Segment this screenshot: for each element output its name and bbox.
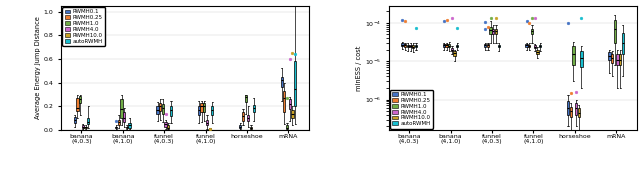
Legend: RWMH0.1, RWMH0.25, RWMH1.0, RWMH4.0, RWMH10.0, autoRWMH: RWMH0.1, RWMH0.25, RWMH1.0, RWMH4.0, RWM… [63, 7, 105, 46]
PathPatch shape [492, 29, 495, 34]
PathPatch shape [412, 45, 414, 48]
PathPatch shape [164, 122, 167, 127]
PathPatch shape [570, 107, 572, 117]
PathPatch shape [284, 91, 285, 112]
PathPatch shape [614, 20, 616, 43]
PathPatch shape [167, 125, 170, 129]
PathPatch shape [407, 45, 409, 47]
PathPatch shape [239, 125, 241, 128]
Y-axis label: minESS / cost: minESS / cost [356, 45, 362, 91]
PathPatch shape [445, 44, 448, 47]
PathPatch shape [484, 44, 486, 47]
PathPatch shape [206, 120, 208, 125]
PathPatch shape [159, 103, 161, 111]
PathPatch shape [84, 127, 86, 128]
PathPatch shape [572, 46, 575, 65]
PathPatch shape [250, 127, 252, 129]
PathPatch shape [528, 45, 531, 47]
PathPatch shape [294, 61, 296, 106]
Y-axis label: Average Energy Jump Distance: Average Energy Jump Distance [35, 16, 40, 119]
PathPatch shape [291, 110, 294, 118]
PathPatch shape [242, 112, 244, 121]
PathPatch shape [253, 105, 255, 112]
PathPatch shape [118, 120, 120, 125]
PathPatch shape [531, 29, 533, 34]
PathPatch shape [87, 118, 90, 124]
PathPatch shape [123, 112, 125, 122]
PathPatch shape [74, 117, 76, 123]
PathPatch shape [126, 127, 128, 128]
PathPatch shape [580, 51, 582, 67]
PathPatch shape [280, 77, 283, 87]
PathPatch shape [567, 101, 569, 115]
PathPatch shape [198, 106, 200, 115]
PathPatch shape [415, 45, 417, 47]
PathPatch shape [497, 45, 500, 47]
PathPatch shape [209, 128, 211, 130]
PathPatch shape [611, 54, 613, 63]
PathPatch shape [156, 106, 159, 114]
PathPatch shape [534, 45, 536, 48]
PathPatch shape [536, 50, 538, 54]
PathPatch shape [79, 96, 81, 103]
PathPatch shape [410, 45, 412, 47]
PathPatch shape [401, 44, 404, 46]
PathPatch shape [539, 45, 541, 47]
PathPatch shape [289, 99, 291, 109]
PathPatch shape [451, 48, 453, 51]
PathPatch shape [495, 29, 497, 34]
PathPatch shape [619, 54, 621, 65]
PathPatch shape [448, 44, 451, 47]
PathPatch shape [203, 103, 205, 112]
PathPatch shape [616, 54, 619, 65]
PathPatch shape [120, 99, 123, 118]
PathPatch shape [76, 98, 79, 111]
PathPatch shape [608, 52, 611, 60]
PathPatch shape [404, 44, 406, 47]
PathPatch shape [170, 106, 172, 116]
PathPatch shape [454, 51, 456, 56]
PathPatch shape [525, 44, 528, 47]
PathPatch shape [211, 106, 214, 115]
PathPatch shape [82, 125, 84, 128]
PathPatch shape [487, 44, 489, 47]
PathPatch shape [456, 45, 458, 47]
PathPatch shape [575, 103, 577, 115]
PathPatch shape [247, 115, 250, 121]
PathPatch shape [443, 44, 445, 47]
PathPatch shape [200, 103, 203, 112]
PathPatch shape [162, 104, 164, 114]
PathPatch shape [244, 95, 247, 102]
PathPatch shape [621, 33, 624, 54]
PathPatch shape [115, 127, 117, 128]
PathPatch shape [129, 123, 131, 128]
Legend: RWMH0.1, RWMH0.25, RWMH1.0, RWMH4.0, RWMH10.0, autoRWMH: RWMH0.1, RWMH0.25, RWMH1.0, RWMH4.0, RWM… [390, 90, 433, 129]
PathPatch shape [490, 27, 492, 34]
PathPatch shape [286, 125, 288, 129]
PathPatch shape [578, 108, 580, 117]
